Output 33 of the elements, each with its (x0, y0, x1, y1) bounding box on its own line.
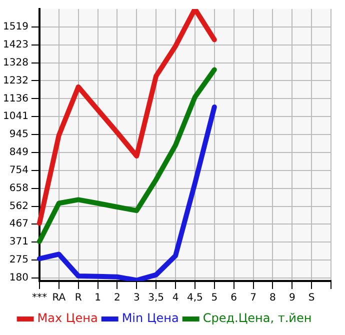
y-tick-label: 945 (9, 129, 28, 140)
x-tick-label: 9 (288, 292, 296, 304)
x-tick-label: R (74, 292, 82, 304)
x-tick-label: 4 (172, 292, 179, 304)
x-tick-label: 2 (114, 292, 120, 304)
y-tick-label: 754 (9, 164, 28, 176)
x-tick-label: 1 (94, 292, 101, 304)
x-tick-label: S (308, 292, 315, 304)
y-tick-label: 180 (9, 272, 28, 284)
x-tick-label: *** (32, 292, 47, 304)
y-tick-label: 1328 (2, 57, 28, 68)
y-tick-label: 562 (9, 200, 28, 212)
x-tick-label: 5 (211, 292, 218, 304)
y-tick-label: 371 (9, 236, 28, 248)
y-tick-label: 1423 (2, 40, 28, 51)
x-tick-label: RA (52, 292, 66, 304)
y-tick-label: 1519 (2, 22, 28, 33)
legend-label: Сред.Цена, т.йен (202, 311, 312, 326)
y-tick-label: 1041 (2, 111, 28, 122)
legend-label: Min Цена (122, 311, 179, 326)
x-tick-label: 8 (270, 292, 276, 304)
y-tick-label: 849 (9, 147, 28, 158)
x-tick-label: 7 (250, 292, 256, 304)
x-tick-label: 4,5 (186, 292, 203, 304)
y-tick-label: 275 (9, 254, 28, 266)
y-tick-label: 658 (9, 182, 28, 194)
x-tick-label: 3 (133, 292, 140, 304)
x-tick-label: 3,5 (148, 292, 164, 304)
legend-label: Max Цена (37, 311, 98, 326)
y-tick-label: 467 (9, 218, 28, 230)
x-tick-label: 6 (230, 292, 238, 304)
y-tick-label: 1136 (2, 93, 28, 104)
y-tick-label: 1232 (2, 75, 28, 86)
